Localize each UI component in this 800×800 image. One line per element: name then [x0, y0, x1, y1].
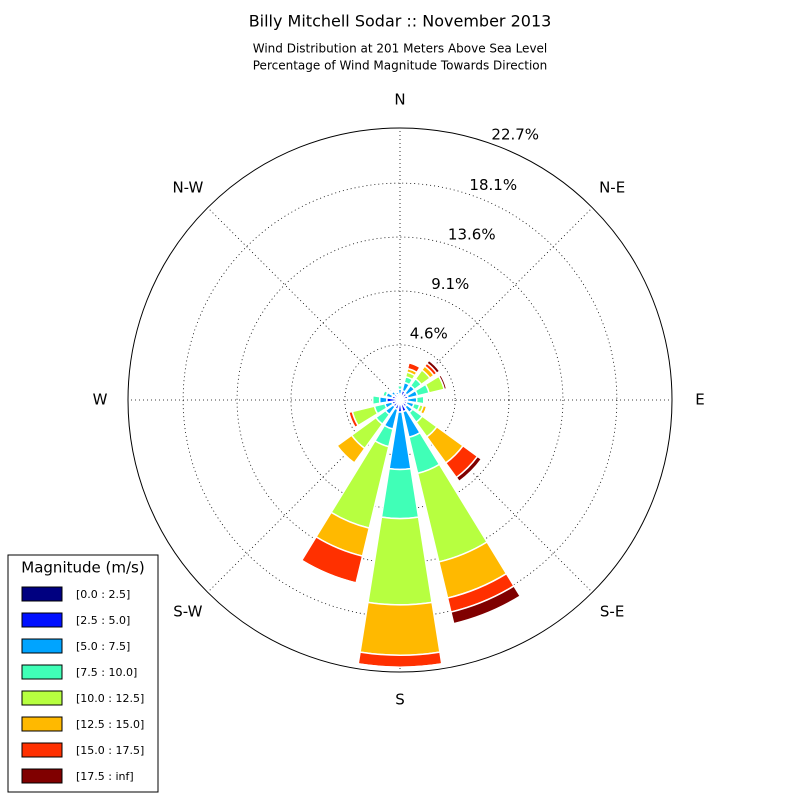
bar-segment: [437, 373, 448, 391]
r-tick-label: 22.7%: [491, 125, 539, 143]
r-tick-label: 9.1%: [431, 275, 469, 293]
bar-segment: [380, 467, 420, 520]
chart-subtitle: Wind Distribution at 201 Meters Above Se…: [253, 42, 548, 56]
grid-spoke: [207, 207, 401, 401]
legend-swatch: [21, 768, 63, 784]
legend-label: [0.0 : 2.5]: [76, 588, 130, 601]
bar-segment: [358, 663, 442, 668]
grid-spoke: [399, 399, 593, 593]
theta-label: W: [93, 391, 108, 409]
bar-segment: [359, 601, 441, 656]
bar-segment: [450, 584, 522, 625]
theta-label: N: [394, 91, 405, 109]
legend-swatch: [21, 716, 63, 732]
grid-circle: [344, 344, 456, 456]
theta-label: E: [695, 391, 704, 409]
legend-swatch: [21, 664, 63, 680]
bar-segment: [408, 360, 422, 369]
theta-label: N-W: [172, 178, 203, 196]
bar-segment: [301, 559, 357, 584]
legend-label: [15.0 : 17.5]: [76, 744, 144, 757]
bar-segment: [381, 390, 386, 397]
polar-frame: [127, 127, 673, 673]
theta-label: S: [395, 691, 405, 709]
legend-swatch: [21, 586, 63, 602]
chart-subtitle: Percentage of Wind Magnitude Towards Dir…: [253, 59, 547, 73]
bar-segment: [371, 394, 381, 406]
legend-label: [12.5 : 15.0]: [76, 718, 144, 731]
grid-spoke: [207, 399, 401, 593]
bar-segment: [425, 359, 441, 375]
theta-label: S-W: [173, 603, 202, 621]
bar-segment: [348, 412, 356, 428]
axis-labels: 4.6% 9.1% 13.6% 18.1% 22.7% N N-E E S-E S S-W W N-W: [93, 91, 705, 709]
legend-swatch: [21, 638, 63, 654]
bar-segment: [415, 395, 425, 405]
grid-circle: [236, 236, 564, 564]
bar-segment: [394, 389, 398, 393]
legend-label: [7.5 : 10.0]: [76, 666, 137, 679]
chart-title: Billy Mitchell Sodar :: November 2013: [249, 12, 552, 31]
r-tick-label: 4.6%: [410, 324, 448, 342]
legend-label: [17.5 : inf]: [76, 770, 134, 783]
r-tick-label: 18.1%: [469, 176, 517, 194]
legend-swatch: [21, 742, 63, 758]
grid-spoke: [399, 207, 593, 401]
grid-circle: [290, 290, 510, 510]
theta-label: S-E: [600, 603, 624, 621]
bar-segment: [378, 395, 388, 405]
bar-segment: [367, 516, 433, 606]
legend-label: [5.0 : 7.5]: [76, 640, 130, 653]
legend-title: Magnitude (m/s): [21, 559, 144, 577]
theta-label: N-E: [599, 178, 625, 196]
legend-label: [10.0 : 12.5]: [76, 692, 144, 705]
bar-segment: [455, 455, 483, 483]
bars: [300, 359, 522, 668]
legend-label: [2.5 : 5.0]: [76, 614, 130, 627]
legend: Magnitude (m/s) [0.0 : 2.5] [2.5 : 5.0] [5…: [7, 554, 159, 793]
legend-swatch: [21, 690, 63, 706]
legend-swatch: [21, 612, 63, 628]
r-tick-label: 13.6%: [448, 225, 496, 243]
